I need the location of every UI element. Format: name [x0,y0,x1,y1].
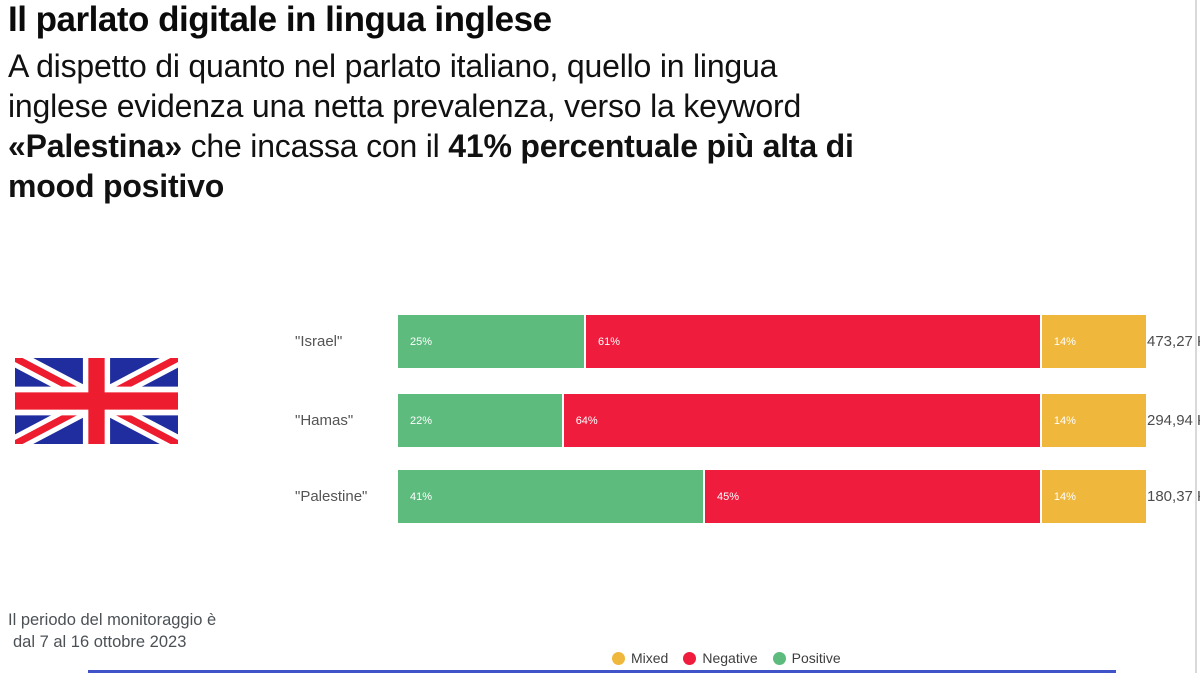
row-total-label: 294,94 K [1147,412,1200,429]
segment-value-label: 25% [410,335,433,348]
chart-row-hamas: "Hamas" 22% 64% 14% 294,94 K [0,394,1200,447]
stacked-bar: 25% 61% 14% [398,315,1146,368]
subtitle: A dispetto di quanto nel parlato italian… [8,46,1148,206]
segment-value-label: 22% [410,414,433,427]
subtitle-line: A dispetto di quanto nel parlato italian… [8,48,778,84]
subtitle-line: «Palestina» che incassa con il 41% perce… [8,128,854,164]
segment-value-label: 61% [598,335,621,348]
united-kingdom-flag-icon [15,358,178,444]
subtitle-line: mood positivo [8,168,225,204]
page-edge-divider [1195,0,1197,673]
legend-label: Mixed [631,650,669,666]
category-label: "Israel" [295,333,343,350]
segment-value-label: 64% [575,414,598,427]
negative-color-dot-icon [683,651,697,665]
segment-value-label: 14% [1053,335,1076,348]
row-total-label: 473,27 K [1147,333,1200,350]
bar-segment-positive: 22% [398,394,562,447]
subtitle-line: inglese evidenza una netta prevalenza, v… [8,88,802,124]
mixed-color-dot-icon [612,651,625,665]
positive-color-dot-icon [772,651,786,665]
bar-segment-positive: 25% [398,315,584,368]
bar-segment-negative: 45% [705,470,1040,523]
segment-value-label: 14% [1053,490,1076,503]
bar-segment-negative: 61% [586,315,1040,368]
monitoring-period-note: Il periodo del monitoraggio è dal 7 al 1… [8,609,216,653]
bar-segment-mixed: 14% [1041,470,1146,523]
note-line: dal 7 al 16 ottobre 2023 [13,633,187,651]
stacked-bar: 22% 64% 14% [398,394,1146,447]
bar-segment-positive: 41% [398,470,704,523]
segment-value-label: 41% [410,490,433,503]
chart-legend: Mixed Negative Positive [612,650,841,666]
segment-value-label: 45% [717,490,740,503]
chart-row-israel: "Israel" 25% 61% 14% 473,27 K [0,315,1200,368]
legend-label: Negative [702,650,758,666]
category-label: "Hamas" [295,412,354,429]
note-line: Il periodo del monitoraggio è [8,611,217,629]
segment-value-label: 14% [1053,414,1076,427]
stacked-bar: 41% 45% 14% [398,470,1146,523]
bar-segment-negative: 64% [563,394,1040,447]
legend-item-negative: Negative [683,650,758,666]
bar-segment-mixed: 14% [1041,394,1146,447]
category-label: "Palestine" [295,488,368,505]
row-total-label: 180,37 K [1147,488,1200,505]
bar-segment-mixed: 14% [1041,315,1146,368]
chart-row-palestine: "Palestine" 41% 45% 14% 180,37 K [0,470,1200,523]
page-title: Il parlato digitale in lingua inglese [8,0,552,39]
bottom-accent-bar [88,670,1116,673]
legend-item-mixed: Mixed [612,650,668,666]
legend-label: Positive [791,650,841,666]
legend-item-positive: Positive [772,650,841,666]
